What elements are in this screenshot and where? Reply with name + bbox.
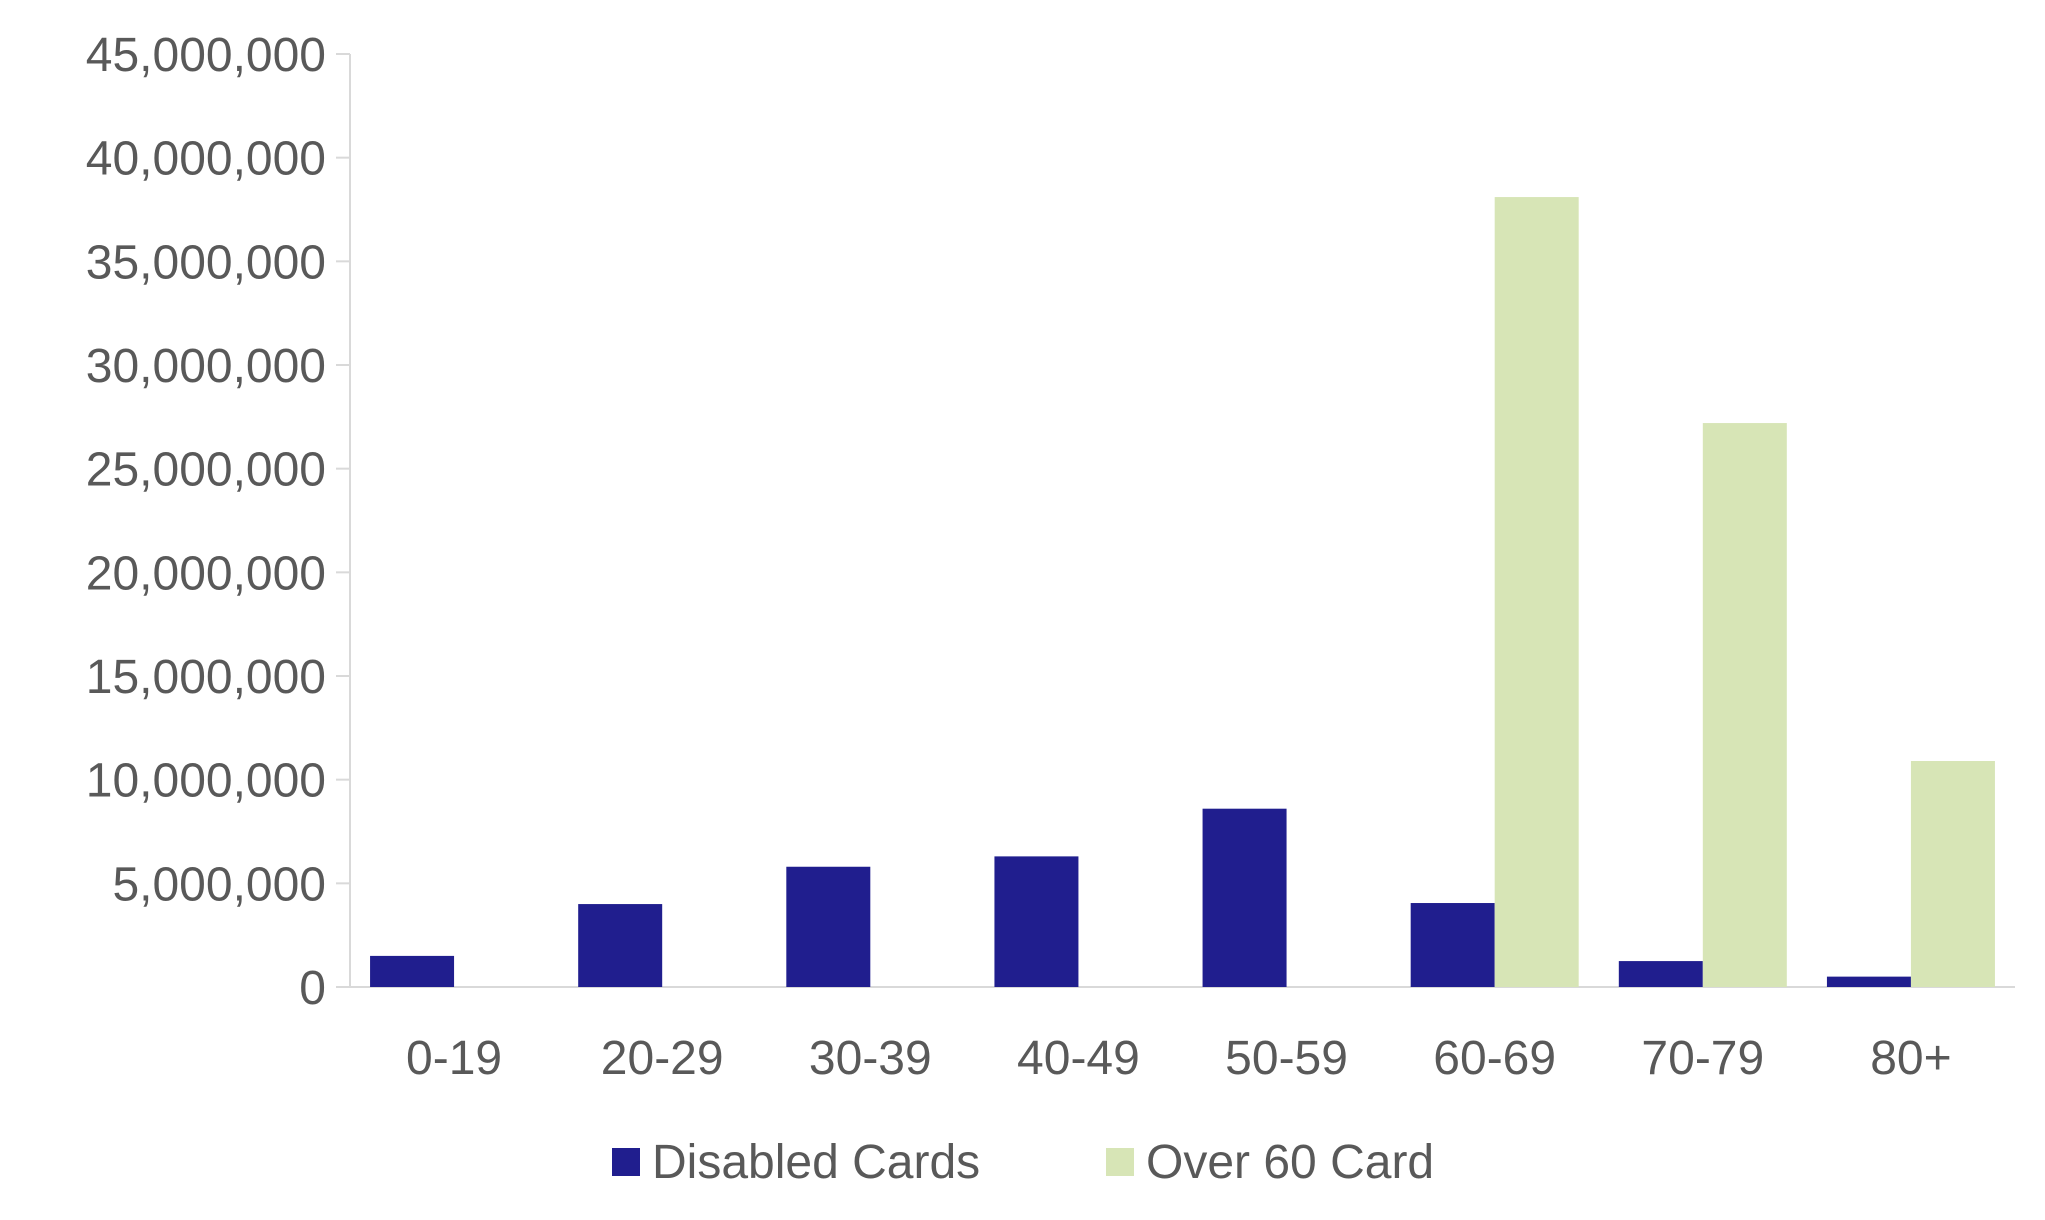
- y-tick-label: 15,000,000: [86, 651, 326, 704]
- bar-disabled-cards: [1202, 808, 1287, 987]
- bars: [370, 197, 1995, 987]
- y-tick-label: 25,000,000: [86, 444, 326, 497]
- bar-disabled-cards: [1410, 903, 1495, 987]
- x-tick-label: 0-19: [406, 1032, 502, 1085]
- y-tick-label: 40,000,000: [86, 133, 326, 186]
- bar-over-60-card: [1910, 761, 1995, 987]
- bar-disabled-cards: [1618, 961, 1703, 987]
- x-tick-label: 40-49: [1017, 1032, 1140, 1085]
- bar-disabled-cards: [578, 904, 663, 987]
- bar-over-60-card: [1702, 423, 1787, 987]
- y-tick-label: 35,000,000: [86, 236, 326, 289]
- bar-disabled-cards: [994, 856, 1079, 987]
- bar-over-60-card: [1494, 197, 1579, 987]
- y-tick-label: 5,000,000: [112, 858, 326, 911]
- legend-swatch: [612, 1148, 640, 1176]
- y-axis: 0 5,000,000 10,000,000 15,000,000 20,000,000…: [86, 29, 351, 1015]
- legend: Disabled Cards Over 60 Card: [612, 1136, 1434, 1189]
- x-tick-label: 60-69: [1433, 1032, 1556, 1085]
- bar-disabled-cards: [370, 955, 455, 987]
- y-tick-label: 20,000,000: [86, 547, 326, 600]
- x-axis: 0-19 20-29 30-39 40-49 50-59 60-69 70-79 80+: [350, 986, 2015, 1085]
- bar-disabled-cards: [1826, 976, 1911, 987]
- y-tick-label: 30,000,000: [86, 340, 326, 393]
- y-tick-label: 10,000,000: [86, 755, 326, 808]
- legend-swatch: [1106, 1148, 1134, 1176]
- legend-label: Disabled Cards: [652, 1136, 980, 1189]
- y-tick-label: 0: [299, 962, 326, 1015]
- legend-label: Over 60 Card: [1146, 1136, 1434, 1189]
- x-tick-label: 80+: [1870, 1032, 1951, 1085]
- y-tick-label: 45,000,000: [86, 29, 326, 82]
- x-tick-label: 30-39: [809, 1032, 932, 1085]
- x-tick-label: 70-79: [1641, 1032, 1764, 1085]
- x-tick-label: 50-59: [1225, 1032, 1348, 1085]
- bar-disabled-cards: [786, 866, 871, 987]
- x-tick-label: 20-29: [601, 1032, 724, 1085]
